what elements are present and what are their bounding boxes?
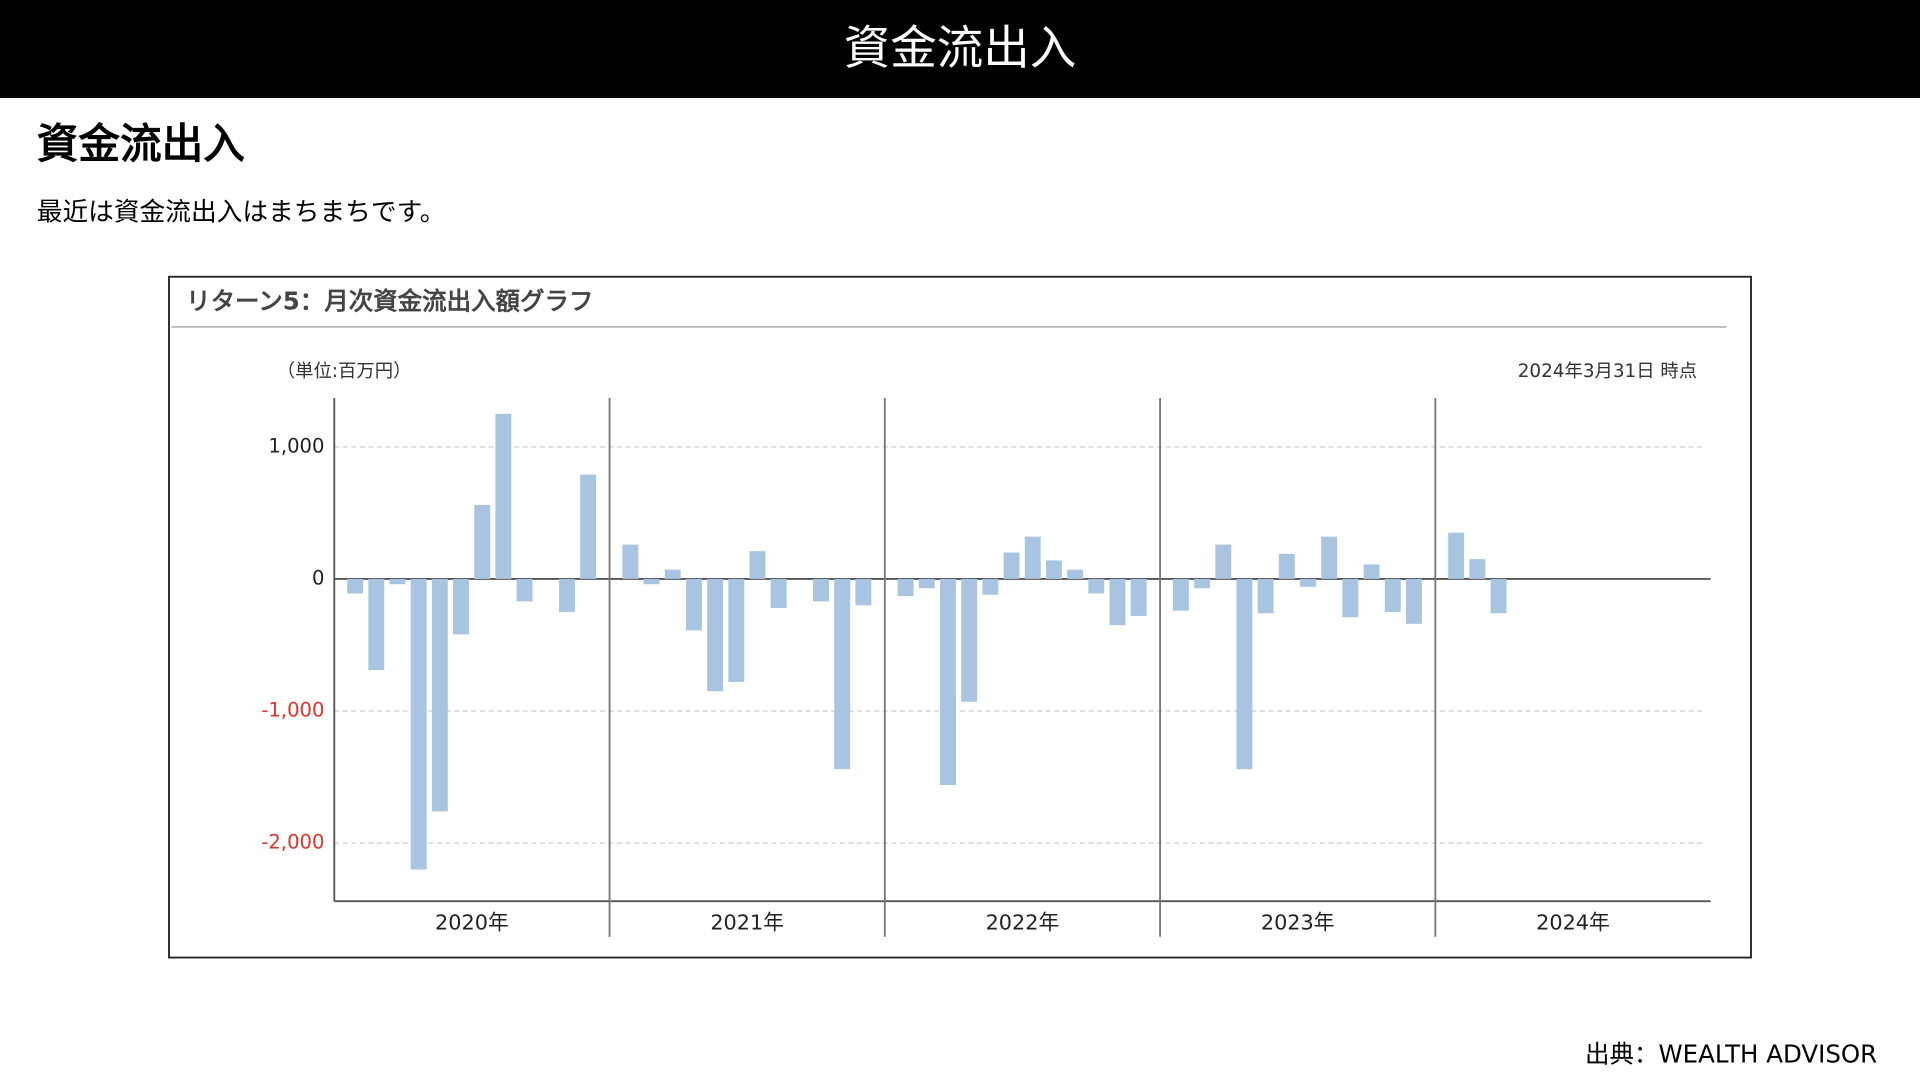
bar <box>495 413 512 579</box>
bar <box>707 578 724 692</box>
bar <box>431 578 448 812</box>
unit-label: （単位:百万円） <box>277 361 412 382</box>
bar <box>1088 578 1105 594</box>
bar <box>347 578 364 594</box>
bar <box>1257 578 1274 614</box>
bar <box>813 578 829 602</box>
bar <box>410 578 427 870</box>
chart-title: リターン5：月次資金流出入額グラフ <box>186 286 593 315</box>
x-group-label: 2024年 <box>1536 910 1610 934</box>
bar <box>643 578 660 585</box>
bar <box>1236 578 1253 770</box>
bar <box>918 578 935 589</box>
y-tick-label: 0 <box>312 566 324 589</box>
bar <box>1024 536 1041 579</box>
bar <box>622 544 639 579</box>
bar <box>453 578 469 635</box>
bar <box>855 578 872 606</box>
bar <box>1405 578 1422 624</box>
bar <box>961 578 978 702</box>
bar <box>1384 578 1401 612</box>
bar <box>1469 559 1486 579</box>
bar <box>368 578 385 671</box>
bar <box>728 578 745 682</box>
bar <box>1067 569 1084 579</box>
bar <box>558 578 575 612</box>
bar <box>770 578 787 608</box>
y-tick-label: 1,000 <box>268 434 324 457</box>
bar <box>1490 578 1507 614</box>
x-group-label: 2022年 <box>986 910 1060 934</box>
bar <box>1109 578 1126 626</box>
bar <box>834 578 851 770</box>
bar <box>580 474 597 579</box>
bar <box>516 578 533 602</box>
heading: 資金流出入 <box>37 119 246 168</box>
bar <box>1342 578 1359 618</box>
bar <box>1448 532 1465 579</box>
x-group-label: 2020年 <box>435 910 509 934</box>
bar <box>982 578 999 595</box>
description: 最近は資金流出入はまちまちです。 <box>37 198 446 228</box>
bar <box>1130 578 1147 616</box>
bar <box>1321 536 1338 579</box>
bar <box>685 578 702 631</box>
x-group-label: 2023年 <box>1261 910 1335 934</box>
bar <box>1045 560 1062 579</box>
bar <box>474 504 491 579</box>
plot: 1,000 0 -1,000 -2,000 2020年 2021年 2022年 2023年 20… <box>261 397 1711 937</box>
bar <box>1363 564 1380 579</box>
bar <box>1300 578 1316 587</box>
bar <box>664 569 681 579</box>
bar <box>1215 544 1232 579</box>
bar <box>389 578 406 585</box>
bar <box>897 578 914 597</box>
bar <box>1194 578 1211 589</box>
bar <box>1003 552 1020 579</box>
bar <box>1172 578 1189 611</box>
y-tick-label: -2,000 <box>261 831 324 854</box>
header-bar <box>0 0 1920 98</box>
bar <box>940 578 956 785</box>
date-label: 2024年3月31日 時点 <box>1518 361 1697 382</box>
header-title: 資金流出入 <box>844 21 1077 75</box>
bar <box>749 551 766 579</box>
source: 出典：WEALTH ADVISOR <box>1585 1040 1877 1069</box>
y-tick-label: -1,000 <box>261 699 324 722</box>
x-group-label: 2021年 <box>710 910 784 934</box>
bar <box>1278 553 1295 579</box>
